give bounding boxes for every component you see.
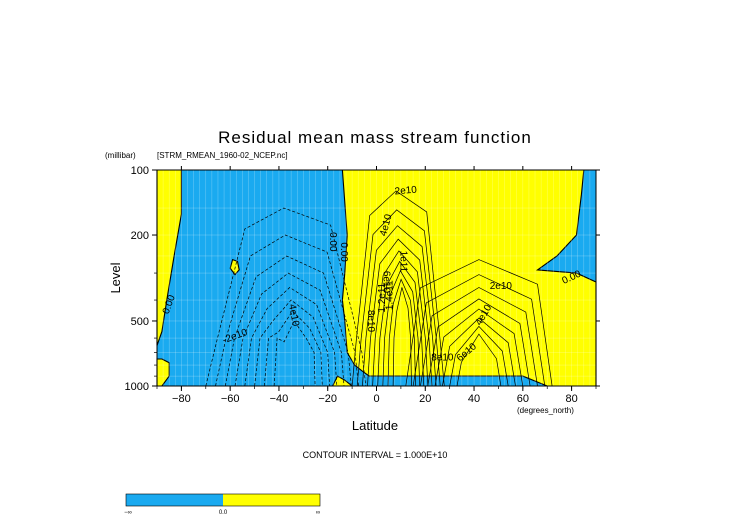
dataset-label: [STRM_RMEAN_1960-02_NCEP.nc] (157, 151, 288, 160)
positive-region-2 (229, 258, 240, 276)
colorbar-label-max: ∞ (316, 510, 320, 516)
colorbar-positive (223, 494, 320, 506)
x-tick-label: −40 (270, 393, 289, 405)
contour-label: 8e10 (365, 310, 376, 333)
x-axis: −80 −60 −40 −20 0 20 40 60 80 (156, 166, 597, 405)
y-axis-label: Level (108, 262, 123, 293)
contour-label: 1.4e11 (385, 280, 396, 310)
contour-label: 2e10 (394, 185, 418, 198)
contour-label: 4e10 (286, 303, 301, 327)
contour-lines (205, 190, 553, 387)
x-tick-label: 20 (419, 393, 431, 405)
grid-lines (156, 169, 597, 387)
contour-label: 6e10 (381, 271, 392, 294)
contour-label: 1e11 (398, 251, 409, 273)
x-tick-label: −60 (221, 393, 240, 405)
x-tick-label: 80 (565, 393, 577, 405)
colorbar: −∞ 0.0 ∞ (124, 493, 321, 516)
x-axis-label: Latitude (352, 418, 398, 433)
contour-label: 1.2e11 (377, 282, 388, 312)
y-axis: 100 200 500 1000 (125, 165, 600, 393)
x-tick-label: 60 (517, 393, 529, 405)
y-tick-label: 1000 (125, 381, 149, 393)
plot-area: 0.00-2e104e100.000.002e104e106e108e101e1… (156, 169, 597, 387)
contour-label: 2e10 (490, 281, 513, 292)
x-units-label: (degrees_north) (517, 406, 574, 415)
colorbar-label-zero: 0.0 (219, 510, 228, 516)
x-tick-label: −20 (318, 393, 337, 405)
y-tick-label: 100 (131, 165, 149, 177)
chart-title: Residual mean mass stream function (218, 128, 532, 147)
contour-label: 0.00 (327, 232, 338, 252)
x-tick-label: −80 (172, 393, 191, 405)
x-tick-label: 40 (468, 393, 480, 405)
x-tick-label: 0 (373, 393, 379, 405)
y-tick-label: 200 (131, 230, 149, 242)
contour-label: 8e10 (431, 352, 454, 363)
colorbar-label-min: −∞ (124, 510, 132, 516)
contour-label: 0.00 (338, 242, 349, 262)
y-units-label: (millibar) (105, 151, 136, 160)
colorbar-negative (126, 494, 223, 506)
y-tick-label: 500 (131, 316, 149, 328)
contour-interval-label: CONTOUR INTERVAL = 1.000E+10 (303, 450, 448, 460)
